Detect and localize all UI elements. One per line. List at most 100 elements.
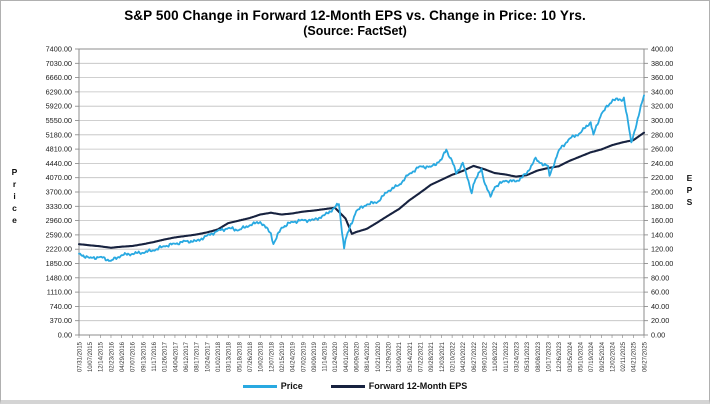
svg-text:11/08/2022: 11/08/2022 xyxy=(493,341,499,371)
svg-text:2960.00: 2960.00 xyxy=(46,216,72,225)
svg-text:08/08/2023: 08/08/2023 xyxy=(536,341,542,372)
svg-text:0.00: 0.00 xyxy=(58,331,72,340)
svg-text:03/24/2023: 03/24/2023 xyxy=(514,341,520,372)
svg-text:280.00: 280.00 xyxy=(651,130,673,139)
svg-text:10/07/2015: 10/07/2015 xyxy=(88,341,94,372)
svg-text:06/12/2017: 06/12/2017 xyxy=(184,341,190,372)
svg-text:200.00: 200.00 xyxy=(651,188,673,197)
svg-text:02/10/2022: 02/10/2022 xyxy=(451,341,457,372)
eps-legend-label: Forward 12-Month EPS xyxy=(368,381,468,391)
legend-item-eps: Forward 12-Month EPS xyxy=(330,381,468,391)
svg-text:11/14/2019: 11/14/2019 xyxy=(323,341,329,371)
svg-text:10/17/2023: 10/17/2023 xyxy=(546,341,552,372)
svg-text:12/29/2020: 12/29/2020 xyxy=(387,341,393,372)
svg-text:07/02/2019: 07/02/2019 xyxy=(301,341,307,372)
svg-text:3330.00: 3330.00 xyxy=(46,202,72,211)
svg-text:340.00: 340.00 xyxy=(651,87,673,96)
svg-text:07/26/2018: 07/26/2018 xyxy=(248,341,254,372)
svg-text:6290.00: 6290.00 xyxy=(46,87,72,96)
svg-text:07/22/2021: 07/22/2021 xyxy=(419,341,425,372)
svg-text:80.00: 80.00 xyxy=(651,273,669,282)
svg-text:09/01/2022: 09/01/2022 xyxy=(482,341,488,372)
legend-item-price: Price xyxy=(242,381,303,391)
svg-text:260.00: 260.00 xyxy=(651,145,673,154)
svg-text:11/17/2016: 11/17/2016 xyxy=(152,341,158,371)
chart-title: S&P 500 Change in Forward 12-Month EPS v… xyxy=(124,8,586,23)
y-axis-labels-left: 7400.00 7030.00 6660.00 6290.00 5920.00 5550.… xyxy=(46,45,72,340)
svg-text:5550.00: 5550.00 xyxy=(46,116,72,125)
svg-text:12/02/2024: 12/02/2024 xyxy=(610,341,616,372)
svg-text:220.00: 220.00 xyxy=(651,173,673,182)
svg-text:07/31/2015: 07/31/2015 xyxy=(77,341,83,372)
svg-text:02/15/2019: 02/15/2019 xyxy=(280,341,286,372)
svg-text:02/11/2025: 02/11/2025 xyxy=(621,341,627,371)
svg-text:12/14/2015: 12/14/2015 xyxy=(99,341,105,372)
svg-text:180.00: 180.00 xyxy=(651,202,673,211)
svg-text:09/25/2024: 09/25/2024 xyxy=(600,341,606,372)
svg-text:10/21/2020: 10/21/2020 xyxy=(376,341,382,372)
svg-text:140.00: 140.00 xyxy=(651,230,673,239)
legend: Price Forward 12-Month EPS xyxy=(1,381,709,391)
svg-text:1480.00: 1480.00 xyxy=(46,273,72,282)
svg-text:60.00: 60.00 xyxy=(651,288,669,297)
svg-text:40.00: 40.00 xyxy=(651,302,669,311)
svg-text:5920.00: 5920.00 xyxy=(46,102,72,111)
eps-line-swatch xyxy=(330,384,365,388)
left-axis-title: Price xyxy=(9,167,20,227)
svg-text:05/18/2018: 05/18/2018 xyxy=(237,341,243,372)
svg-text:04/29/2016: 04/29/2016 xyxy=(120,341,126,372)
svg-text:4070.00: 4070.00 xyxy=(46,173,72,182)
svg-text:03/05/2024: 03/05/2024 xyxy=(568,341,574,372)
svg-text:0.00: 0.00 xyxy=(651,331,665,340)
svg-text:04/24/2019: 04/24/2019 xyxy=(291,341,297,372)
svg-text:3700.00: 3700.00 xyxy=(46,188,72,197)
svg-text:320.00: 320.00 xyxy=(651,102,673,111)
chart-plot: 7400.00 7030.00 6660.00 6290.00 5920.00 5550.… xyxy=(46,45,674,373)
svg-text:05/10/2024: 05/10/2024 xyxy=(578,341,584,372)
svg-text:01/17/2023: 01/17/2023 xyxy=(504,341,510,372)
svg-text:09/13/2016: 09/13/2016 xyxy=(141,341,147,372)
svg-text:120.00: 120.00 xyxy=(651,245,673,254)
svg-text:6660.00: 6660.00 xyxy=(46,73,72,82)
svg-text:740.00: 740.00 xyxy=(50,302,72,311)
svg-text:04/21/2025: 04/21/2025 xyxy=(632,341,638,372)
price-legend-label: Price xyxy=(280,381,303,391)
svg-text:06/27/2025: 06/27/2025 xyxy=(642,341,648,372)
svg-text:2220.00: 2220.00 xyxy=(46,245,72,254)
svg-text:07/07/2016: 07/07/2016 xyxy=(131,341,137,372)
svg-text:07/19/2024: 07/19/2024 xyxy=(589,341,595,372)
eps-line xyxy=(77,131,646,249)
svg-text:100.00: 100.00 xyxy=(651,259,673,268)
svg-text:400.00: 400.00 xyxy=(651,45,673,54)
svg-text:5180.00: 5180.00 xyxy=(46,130,72,139)
svg-text:06/27/2022: 06/27/2022 xyxy=(472,341,478,372)
svg-text:08/17/2017: 08/17/2017 xyxy=(195,341,201,372)
gridlines xyxy=(75,48,648,336)
price-line-swatch xyxy=(242,384,277,388)
svg-text:06/09/2020: 06/09/2020 xyxy=(355,341,361,372)
svg-text:300.00: 300.00 xyxy=(651,116,673,125)
svg-text:02/23/2016: 02/23/2016 xyxy=(109,341,115,372)
svg-text:380.00: 380.00 xyxy=(651,59,673,68)
svg-text:1850.00: 1850.00 xyxy=(46,259,72,268)
svg-text:01/26/2017: 01/26/2017 xyxy=(163,341,169,372)
svg-text:04/20/2022: 04/20/2022 xyxy=(461,341,467,372)
svg-text:08/14/2020: 08/14/2020 xyxy=(365,341,371,372)
svg-text:160.00: 160.00 xyxy=(651,216,673,225)
svg-text:05/14/2021: 05/14/2021 xyxy=(408,341,414,372)
y-axis-labels-right: 400.00 380.00 360.00 340.00 320.00 300.00 280.… xyxy=(651,45,673,340)
right-axis-title: EPS xyxy=(684,173,695,209)
price-line xyxy=(78,94,645,262)
svg-text:12/03/2021: 12/03/2021 xyxy=(440,341,446,372)
svg-text:10/24/2017: 10/24/2017 xyxy=(205,341,211,372)
svg-text:360.00: 360.00 xyxy=(651,73,673,82)
svg-text:12/07/2018: 12/07/2018 xyxy=(269,341,275,372)
chart-subtitle: (Source: FactSet) xyxy=(303,24,407,38)
svg-text:04/04/2017: 04/04/2017 xyxy=(173,341,179,372)
svg-text:01/24/2020: 01/24/2020 xyxy=(333,341,339,372)
svg-text:1110.00: 1110.00 xyxy=(47,288,72,297)
svg-text:01/02/2018: 01/02/2018 xyxy=(216,341,222,372)
svg-text:4440.00: 4440.00 xyxy=(46,159,72,168)
svg-text:12/26/2023: 12/26/2023 xyxy=(557,341,563,372)
svg-text:370.00: 370.00 xyxy=(50,316,72,325)
